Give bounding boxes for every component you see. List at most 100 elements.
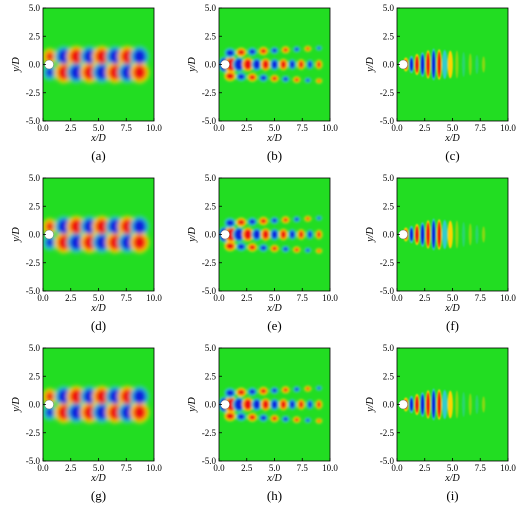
- vortex-lobe: [120, 219, 134, 234]
- vortex-lobe: [249, 74, 256, 80]
- vortex-lobe: [306, 248, 310, 252]
- vortex-lobe: [133, 235, 147, 250]
- x-tick-label: 2.5: [419, 123, 431, 133]
- vortex-lobe: [260, 48, 267, 54]
- vortex-lobe: [308, 401, 313, 408]
- vortex-lobe: [468, 53, 472, 76]
- vortex-lobe: [108, 235, 122, 250]
- x-tick-label: 2.5: [419, 293, 431, 303]
- y-tick-label: 0.0: [29, 400, 41, 410]
- vortex-lobe: [95, 65, 109, 80]
- vortex-lobe: [95, 49, 109, 64]
- x-axis-label: x/D: [444, 133, 460, 144]
- mode-contours: [43, 386, 150, 423]
- y-tick-label: 5.0: [383, 173, 395, 183]
- vortex-lobe: [283, 77, 288, 82]
- vortex-lobe: [298, 60, 304, 69]
- vortex-lobe: [442, 389, 448, 420]
- vortex-lobe: [289, 400, 295, 409]
- y-axis-label: y/D: [365, 227, 376, 243]
- x-tick-label: 0.0: [213, 463, 225, 473]
- y-tick-label: 2.5: [205, 31, 217, 41]
- x-axis-label: x/D: [90, 303, 106, 314]
- panel-caption: (c): [445, 148, 459, 163]
- vortex-lobe: [83, 49, 97, 64]
- mode-contours: [219, 45, 323, 84]
- vortex-lobe: [243, 229, 252, 240]
- panel-e: 5.02.50.0-2.5-5.00.0 2.5 5.0 7.5 10.0x/Dy/D(…: [187, 173, 338, 333]
- mode-contours: [403, 218, 486, 251]
- vortex-lobe: [133, 405, 147, 420]
- vortex-lobe: [306, 78, 310, 82]
- y-tick-label: -5.0: [202, 286, 217, 296]
- vortex-lobe: [45, 221, 54, 232]
- vortex-lobe: [317, 61, 321, 68]
- x-tick-label: 7.5: [475, 123, 487, 133]
- vortex-lobe: [69, 389, 83, 404]
- vortex-lobe: [431, 390, 436, 419]
- panel-caption: (g): [91, 488, 106, 503]
- y-tick-label: 5.0: [29, 173, 41, 183]
- vortex-lobe: [475, 225, 479, 244]
- x-axis-label: x/D: [90, 473, 106, 484]
- x-tick-label: 5.0: [93, 293, 105, 303]
- vortex-lobe: [249, 219, 256, 225]
- y-tick-label: 0.0: [29, 230, 41, 240]
- x-tick-label: 5.0: [447, 463, 459, 473]
- x-tick-label: 2.5: [241, 293, 253, 303]
- x-axis-label: x/D: [266, 133, 282, 144]
- vortex-lobe: [234, 228, 244, 241]
- x-tick-label: 0.0: [37, 293, 49, 303]
- vortex-lobe: [447, 220, 453, 249]
- vortex-lobe: [249, 244, 256, 250]
- vortex-lobe: [294, 387, 299, 391]
- vortex-lobe: [294, 47, 299, 51]
- panel-f: 5.02.50.0-2.5-5.00.0 2.5 5.0 7.5 10.0x/Dy/D(…: [365, 173, 516, 333]
- y-tick-label: -5.0: [26, 286, 41, 296]
- x-tick-label: 5.0: [269, 123, 281, 133]
- vortex-lobe: [120, 235, 134, 250]
- vortex-lobe: [260, 245, 267, 251]
- vortex-lobe: [69, 49, 83, 64]
- vortex-lobe: [289, 60, 295, 69]
- y-tick-label: -2.5: [380, 428, 395, 438]
- vortex-lobe: [57, 235, 71, 250]
- mode-contours: [43, 46, 150, 83]
- y-tick-label: 2.5: [383, 201, 395, 211]
- y-axis-label: y/D: [365, 57, 376, 73]
- vortex-lobe: [481, 226, 486, 243]
- y-tick-label: 0.0: [383, 60, 395, 70]
- vortex-lobe: [260, 75, 267, 81]
- vortex-lobe: [415, 225, 419, 244]
- y-tick-label: 5.0: [383, 3, 395, 13]
- y-axis-label: y/D: [187, 397, 198, 413]
- vortex-lobe: [455, 390, 459, 419]
- vortex-lobe: [317, 46, 321, 50]
- vortex-lobe: [83, 405, 97, 420]
- x-tick-label: 7.5: [475, 293, 487, 303]
- vortex-lobe: [120, 49, 134, 64]
- panel-caption: (a): [91, 148, 105, 163]
- x-tick-label: 7.5: [297, 123, 309, 133]
- vortex-lobe: [271, 218, 278, 223]
- vortex-lobe: [226, 49, 235, 57]
- y-tick-label: -5.0: [26, 456, 41, 466]
- vortex-lobe: [437, 51, 441, 78]
- vortex-lobe: [226, 72, 235, 80]
- mode-contours: [403, 48, 486, 81]
- panel-i: 5.02.50.0-2.5-5.00.0 2.5 5.0 7.5 10.0x/Dy/D(…: [365, 343, 516, 503]
- vortex-lobe: [294, 78, 299, 82]
- y-tick-label: 5.0: [205, 3, 217, 13]
- vortex-lobe: [108, 49, 122, 64]
- vortex-lobe: [57, 49, 71, 64]
- vortex-lobe: [69, 219, 83, 234]
- vortex-lobe: [271, 76, 278, 81]
- vortex-lobe: [294, 418, 299, 422]
- x-tick-label: 2.5: [241, 123, 253, 133]
- y-axis-label: y/D: [11, 397, 22, 413]
- vortex-lobe: [306, 47, 310, 51]
- y-tick-label: -2.5: [380, 88, 395, 98]
- y-tick-label: -2.5: [380, 258, 395, 268]
- vortex-lobe: [409, 397, 414, 412]
- x-tick-label: 0.0: [391, 463, 403, 473]
